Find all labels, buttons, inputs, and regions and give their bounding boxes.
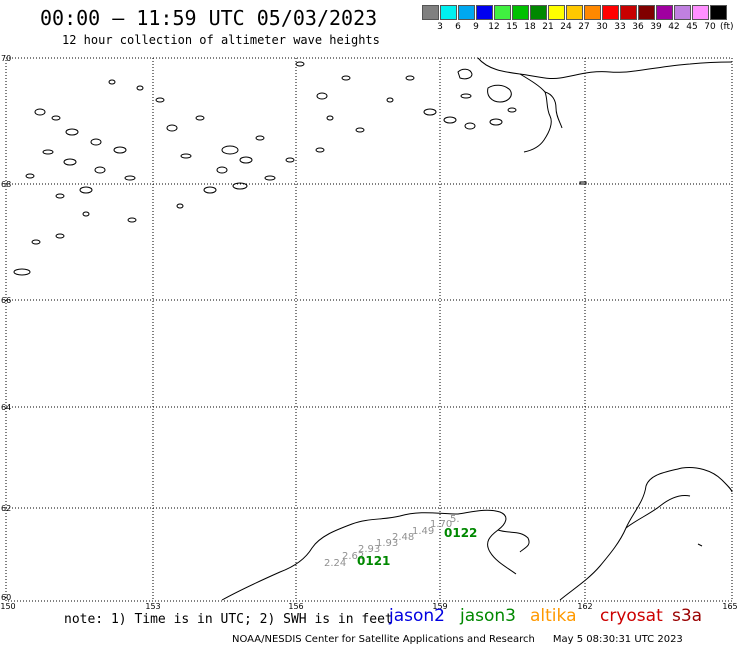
color-scale-label: 6 [455, 22, 461, 32]
lat-tick-66: 66 [1, 296, 11, 305]
lon-tick-156: 156 [288, 602, 303, 611]
color-swatch [584, 5, 601, 20]
color-swatch [692, 5, 709, 20]
map-subtitle: 12 hour collection of altimeter wave hei… [62, 33, 380, 47]
lon-tick-159: 159 [432, 602, 447, 611]
color-swatch [440, 5, 457, 20]
kolyma-bay-coast [519, 73, 552, 153]
color-scale-label: 36 [632, 22, 644, 32]
color-swatch [494, 5, 511, 20]
color-scale-label: 12 [488, 22, 500, 32]
color-scale-label: 39 [650, 22, 662, 32]
color-swatch [530, 5, 547, 20]
color-swatch [656, 5, 673, 20]
swh-value-6: 1.49 [412, 526, 434, 537]
color-swatch [422, 5, 439, 20]
lat-tick-62: 62 [1, 504, 11, 513]
lon-tick-165: 165 [722, 602, 737, 611]
color-swatch [638, 5, 655, 20]
pass-label-0121: 0121 [357, 554, 390, 568]
lon-tick-150: 150 [0, 602, 15, 611]
satellite-jason2: jason2 [389, 606, 445, 626]
alaska-north-coast [221, 509, 517, 601]
swh-value-2: 2.62 [342, 551, 364, 562]
color-swatch [566, 5, 583, 20]
lat-tick-labels: 70 68 66 64 62 60 [1, 54, 11, 602]
coast-island-d [697, 543, 703, 547]
coast-island-c [579, 181, 587, 185]
color-scale-label: 70 [704, 22, 716, 32]
east-siberia-coast [477, 57, 733, 79]
color-scale-label: 15 [506, 22, 518, 32]
color-swatch [602, 5, 619, 20]
credit-center: NOAA/NESDIS Center for Satellite Applica… [232, 634, 535, 645]
lat-tick-70: 70 [1, 54, 11, 63]
lat-tick-68: 68 [1, 180, 11, 189]
swh-value-4: 1.93 [376, 538, 398, 549]
credit-timestamp: May 5 08:30:31 UTC 2023 [552, 634, 683, 645]
satellite-jason3: jason3 [460, 606, 516, 626]
color-swatch [476, 5, 493, 20]
alaska-coastline [221, 467, 733, 601]
color-scale-label: 18 [524, 22, 536, 32]
color-scale-label: 45 [686, 22, 698, 32]
color-scale-unit: (ft) [720, 22, 734, 32]
map-frame [5, 57, 733, 602]
lat-tick-60: 60 [1, 593, 11, 602]
color-swatch [512, 5, 529, 20]
swh-value-3: 2.93 [358, 544, 380, 555]
map-title: 00:00 – 11:59 UTC 05/03/2023 [40, 6, 378, 30]
norton-sound-coast [497, 529, 530, 553]
arctic-coastline [457, 57, 733, 185]
lon-tick-labels: 150 153 156 159 162 165 [0, 602, 737, 611]
alaska-east-coast [559, 467, 733, 601]
color-swatch [674, 5, 691, 20]
note-text: note: 1) Time is in UTC; 2) SWH is in fe… [64, 612, 393, 627]
color-swatch [620, 5, 637, 20]
alaska-inner-coast [625, 495, 691, 529]
coast-inlet [544, 91, 563, 129]
satellite-cryosat: cryosat [600, 606, 663, 626]
color-scale-label: 3 [437, 22, 443, 32]
color-swatch [548, 5, 565, 20]
pass-label-0122: 0122 [444, 526, 477, 540]
pass-labels: 0121 0122 [357, 526, 477, 568]
swh-value-8: 5. [450, 514, 460, 525]
ice-contours [13, 61, 517, 276]
color-swatch [710, 5, 727, 20]
color-scale-label: 42 [668, 22, 680, 32]
satellite-altika: altika [530, 606, 577, 626]
lon-tick-153: 153 [145, 602, 160, 611]
color-scale-label: 30 [596, 22, 608, 32]
color-scale-label: 9 [473, 22, 479, 32]
swh-track: 2.24 2.62 2.93 1.93 2.48 1.49 1.70 5. [324, 514, 460, 569]
color-scale-label: 33 [614, 22, 626, 32]
swh-value-7: 1.70 [430, 519, 452, 530]
swh-value-5: 2.48 [392, 532, 414, 543]
color-scale-label: 27 [578, 22, 590, 32]
coast-island-b [457, 68, 473, 80]
lon-tick-162: 162 [577, 602, 592, 611]
color-scale-label: 21 [542, 22, 554, 32]
color-swatch [458, 5, 475, 20]
color-scale-label: 24 [560, 22, 572, 32]
satellite-s3a: s3a [672, 606, 703, 626]
swh-value-1: 2.24 [324, 558, 346, 569]
coast-island-a [487, 84, 512, 103]
lat-tick-64: 64 [1, 403, 11, 412]
grid-lines [6, 58, 732, 601]
credit-line: NOAA/NESDIS Center for Satellite Applica… [232, 634, 683, 645]
